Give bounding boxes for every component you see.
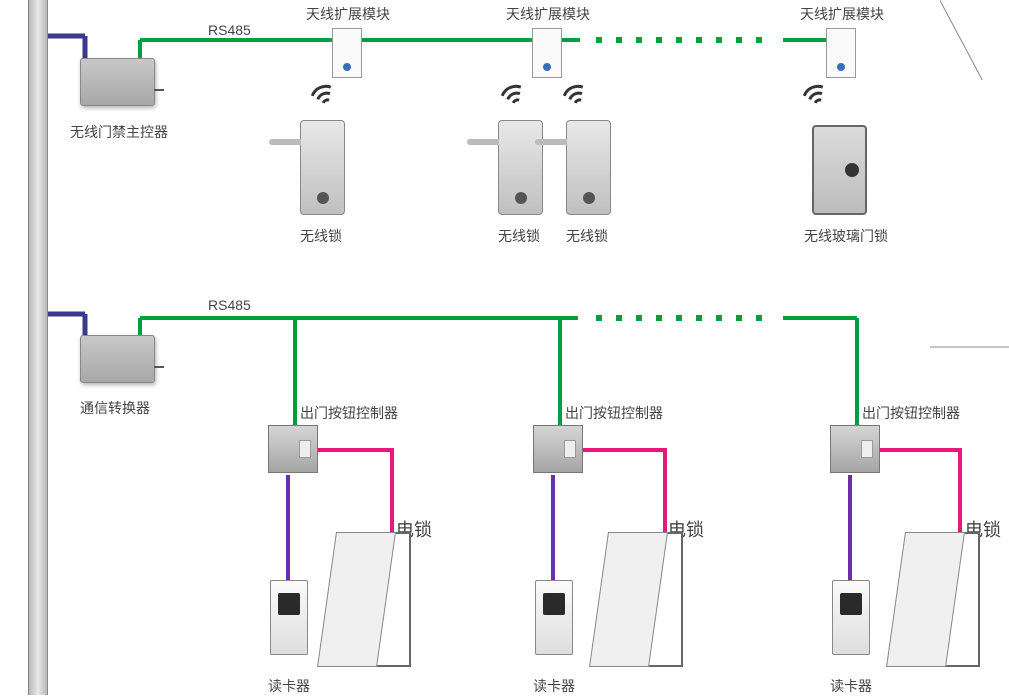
- backbone-bar: [28, 0, 48, 695]
- door-3: [905, 532, 980, 667]
- exit-controller-2: [533, 425, 583, 473]
- door-1: [336, 532, 411, 667]
- bus-label-top: RS485: [208, 22, 251, 38]
- wave-icon: [556, 79, 599, 119]
- antenna-module-2: [532, 28, 562, 78]
- antenna-module-3: [826, 28, 856, 78]
- comm-converter-label: 通信转换器: [80, 398, 150, 418]
- door-2: [608, 532, 683, 667]
- antenna-module-1: [332, 28, 362, 78]
- wireless-lock-3: [566, 120, 611, 215]
- card-reader-3: [832, 580, 870, 655]
- wireless-host-label: 无线门禁主控器: [70, 122, 168, 142]
- reader-label-2: 读卡器: [533, 676, 575, 696]
- wireless-host: [80, 58, 155, 106]
- bus-label-bottom: RS485: [208, 297, 251, 313]
- card-reader-2: [535, 580, 573, 655]
- diagonal-line: [940, 0, 983, 80]
- exit-controller-3: [830, 425, 880, 473]
- lock-label-4: 无线玻璃门锁: [804, 226, 888, 246]
- exit-label-2: 出门按钮控制器: [565, 403, 663, 423]
- wireless-lock-1: [300, 120, 345, 215]
- wireless-glass-lock: [812, 125, 867, 215]
- wave-icon: [796, 79, 839, 119]
- exit-controller-1: [268, 425, 318, 473]
- card-reader-1: [270, 580, 308, 655]
- exit-label-1: 出门按钮控制器: [300, 403, 398, 423]
- reader-label-3: 读卡器: [830, 676, 872, 696]
- comm-converter: [80, 335, 155, 383]
- lock-label-1: 无线锁: [300, 226, 342, 246]
- antenna-label-1: 天线扩展模块: [306, 4, 390, 24]
- wave-icon: [304, 79, 347, 119]
- lock-label-2: 无线锁: [498, 226, 540, 246]
- antenna-label-2: 天线扩展模块: [506, 4, 590, 24]
- bus-continuation-bottom: [596, 315, 776, 321]
- reader-label-1: 读卡器: [268, 676, 310, 696]
- exit-label-3: 出门按钮控制器: [862, 403, 960, 423]
- lock-label-3: 无线锁: [566, 226, 608, 246]
- wireless-lock-2: [498, 120, 543, 215]
- bus-continuation-top: [596, 37, 776, 43]
- antenna-label-3: 天线扩展模块: [800, 4, 884, 24]
- wave-icon: [494, 79, 537, 119]
